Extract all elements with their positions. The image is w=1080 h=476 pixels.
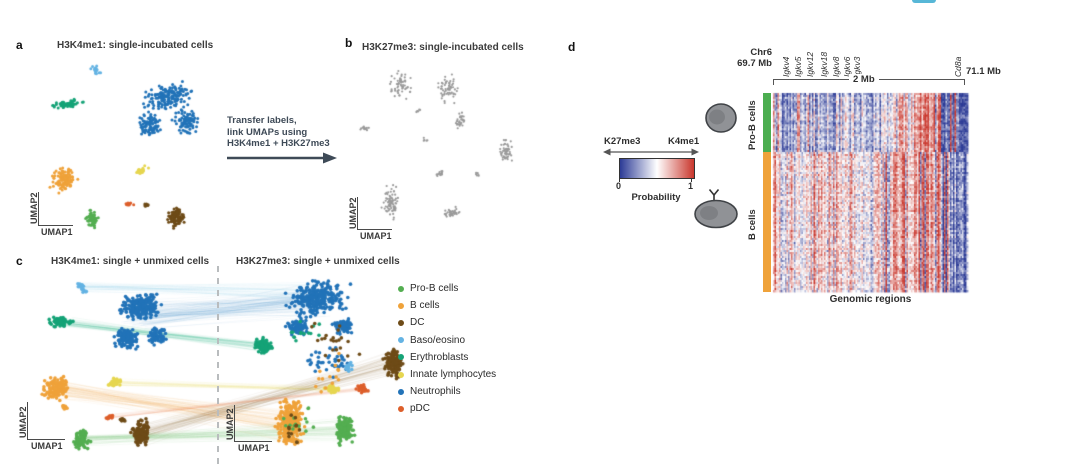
panel-b-xlabel: UMAP1 [360, 231, 392, 241]
legend-color-dot-icon [398, 405, 404, 412]
chromosome-name: Chr6 [750, 47, 772, 58]
transfer-arrow-text: Transfer labels, link UMAPs using H3K4me… [227, 115, 330, 150]
legend-item: Baso/eosino [398, 332, 496, 349]
legend-item: Neutrophils [398, 383, 496, 400]
legend-color-dot-icon [398, 302, 404, 309]
legend-item: B cells [398, 297, 496, 314]
panel-c-left-title: H3K4me1: single + unmixed cells [51, 256, 210, 267]
chromosome-start-position: 69.7 Mb [737, 58, 772, 69]
panel-a-axis [38, 192, 73, 226]
legend-item-label: Baso/eosino [410, 334, 466, 346]
panel-d-letter: d [568, 40, 576, 54]
legend-item-label: Innate lymphocytes [410, 369, 497, 381]
heatmap-xlabel: Genomic regions [829, 294, 912, 305]
gene-label: Igkv4 [781, 56, 791, 77]
panel-c-left-axis [27, 402, 65, 440]
page-edge-artifact [912, 0, 936, 3]
panel-a-ylabel: UMAP2 [29, 192, 39, 224]
legend-color-dot-icon [398, 337, 404, 344]
panel-c-right-axis [234, 405, 272, 442]
colorbar-tick-min [619, 178, 621, 182]
panel-c-divider-line [217, 266, 219, 464]
panel-c-right-xlabel: UMAP1 [238, 443, 270, 453]
panel-c-right-title: H3K27me3: single + unmixed cells [236, 256, 400, 267]
panel-c-letter: c [16, 254, 23, 268]
colorbar-left-label: K27me3 [604, 136, 641, 147]
panel-c-left-xlabel: UMAP1 [31, 441, 63, 451]
gene-label: Igkv12 [805, 51, 815, 77]
panel-a-letter: a [16, 38, 23, 52]
colorbar-min-label: 0 [616, 181, 622, 191]
transfer-arrow-line2: link UMAPs using [227, 126, 308, 138]
legend-item-label: Pro-B cells [410, 283, 459, 295]
probability-colorbar [619, 158, 695, 179]
colorbar-tick-max [691, 178, 693, 182]
rowgroup-label-b-cells: B cells [747, 209, 758, 240]
cell-type-legend: Pro-B cells B cells DC Baso/eosino Eryth… [398, 280, 496, 418]
legend-item: pDC [398, 400, 496, 417]
legend-color-dot-icon [398, 371, 404, 378]
colorbar-right-label: K4me1 [668, 136, 700, 147]
transfer-arrow-line1: Transfer labels, [227, 115, 297, 126]
panel-c-left-ylabel: UMAP2 [18, 406, 28, 438]
legend-item-label: pDC [410, 403, 431, 415]
legend-item: Erythroblasts [398, 349, 496, 366]
scale-label: 2 Mb [849, 74, 879, 85]
panel-b-axis [357, 197, 392, 230]
legend-item: Pro-B cells [398, 280, 496, 297]
panel-a-title: H3K4me1: single-incubated cells [57, 40, 214, 51]
pro-b-cell-icon [705, 103, 737, 133]
rowgroup-label-pro-b: Pro-B cells [747, 100, 758, 150]
chromosome-end-label: 71.1 Mb [966, 66, 1001, 77]
gene-label: Cd8a [953, 56, 963, 77]
gene-label: Igkv8 [831, 56, 841, 77]
legend-item-label: Erythroblasts [410, 351, 469, 363]
panel-a-xlabel: UMAP1 [41, 227, 73, 237]
legend-color-dot-icon [398, 319, 404, 326]
legend-color-dot-icon [398, 354, 404, 361]
transfer-arrow-icon [227, 152, 337, 164]
legend-item: DC [398, 314, 496, 331]
legend-item-label: Neutrophils [410, 386, 461, 398]
chromosome-start-label: Chr6 69.7 Mb [712, 47, 772, 69]
legend-color-dot-icon [398, 388, 404, 395]
legend-item: Innate lymphocytes [398, 366, 496, 383]
panel-b-title: H3K27me3: single-incubated cells [362, 42, 524, 53]
colorbar-max-label: 1 [688, 181, 694, 191]
rowgroup-band-pro-b [763, 93, 771, 152]
legend-color-dot-icon [398, 285, 404, 292]
legend-item-label: DC [410, 317, 425, 329]
panel-b-letter: b [345, 36, 353, 50]
panel-c-right-ylabel: UMAP2 [225, 408, 235, 440]
transfer-arrow-line3: H3K4me1 + H3K27me3 [227, 138, 330, 149]
probability-range-arrow-icon [603, 148, 699, 156]
b-cell-icon [694, 188, 738, 229]
rowgroup-band-b-cells [763, 152, 771, 292]
gene-label: Igkv5 [793, 56, 803, 77]
legend-item-label: B cells [410, 300, 440, 312]
colorbar-title: Probability [631, 192, 681, 203]
panel-b-ylabel: UMAP2 [348, 197, 358, 229]
gene-label: Igkv18 [819, 51, 829, 77]
